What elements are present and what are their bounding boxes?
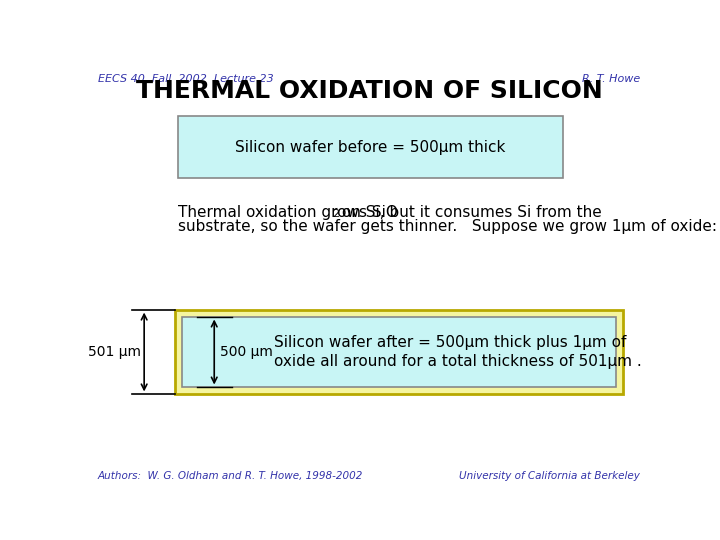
Bar <box>182 316 616 387</box>
Text: University of California at Berkeley: University of California at Berkeley <box>459 471 640 481</box>
Text: Silicon wafer after = 500μm thick plus 1μm of: Silicon wafer after = 500μm thick plus 1… <box>274 335 626 350</box>
Text: EECS 40  Fall  2002  Lecture 23: EECS 40 Fall 2002 Lecture 23 <box>98 74 274 84</box>
Text: on Si, but it consumes Si from the: on Si, but it consumes Si from the <box>338 205 602 220</box>
Text: 2: 2 <box>332 209 339 219</box>
Text: Silicon wafer before = 500μm thick: Silicon wafer before = 500μm thick <box>235 140 505 154</box>
Text: 501 μm: 501 μm <box>88 345 141 359</box>
Text: Thermal oxidation grows SiO: Thermal oxidation grows SiO <box>178 205 398 220</box>
Text: substrate, so the wafer gets thinner.   Suppose we grow 1μm of oxide:: substrate, so the wafer gets thinner. Su… <box>178 219 717 234</box>
Text: R. T. Howe: R. T. Howe <box>582 74 640 84</box>
Text: Authors:  W. G. Oldham and R. T. Howe, 1998-2002: Authors: W. G. Oldham and R. T. Howe, 19… <box>98 471 364 481</box>
Text: THERMAL OXIDATION OF SILICON: THERMAL OXIDATION OF SILICON <box>135 79 603 103</box>
Text: 500 μm: 500 μm <box>220 345 274 359</box>
Text: oxide all around for a total thickness of 501μm .: oxide all around for a total thickness o… <box>274 354 642 368</box>
Bar <box>178 117 563 178</box>
Bar <box>175 309 623 394</box>
